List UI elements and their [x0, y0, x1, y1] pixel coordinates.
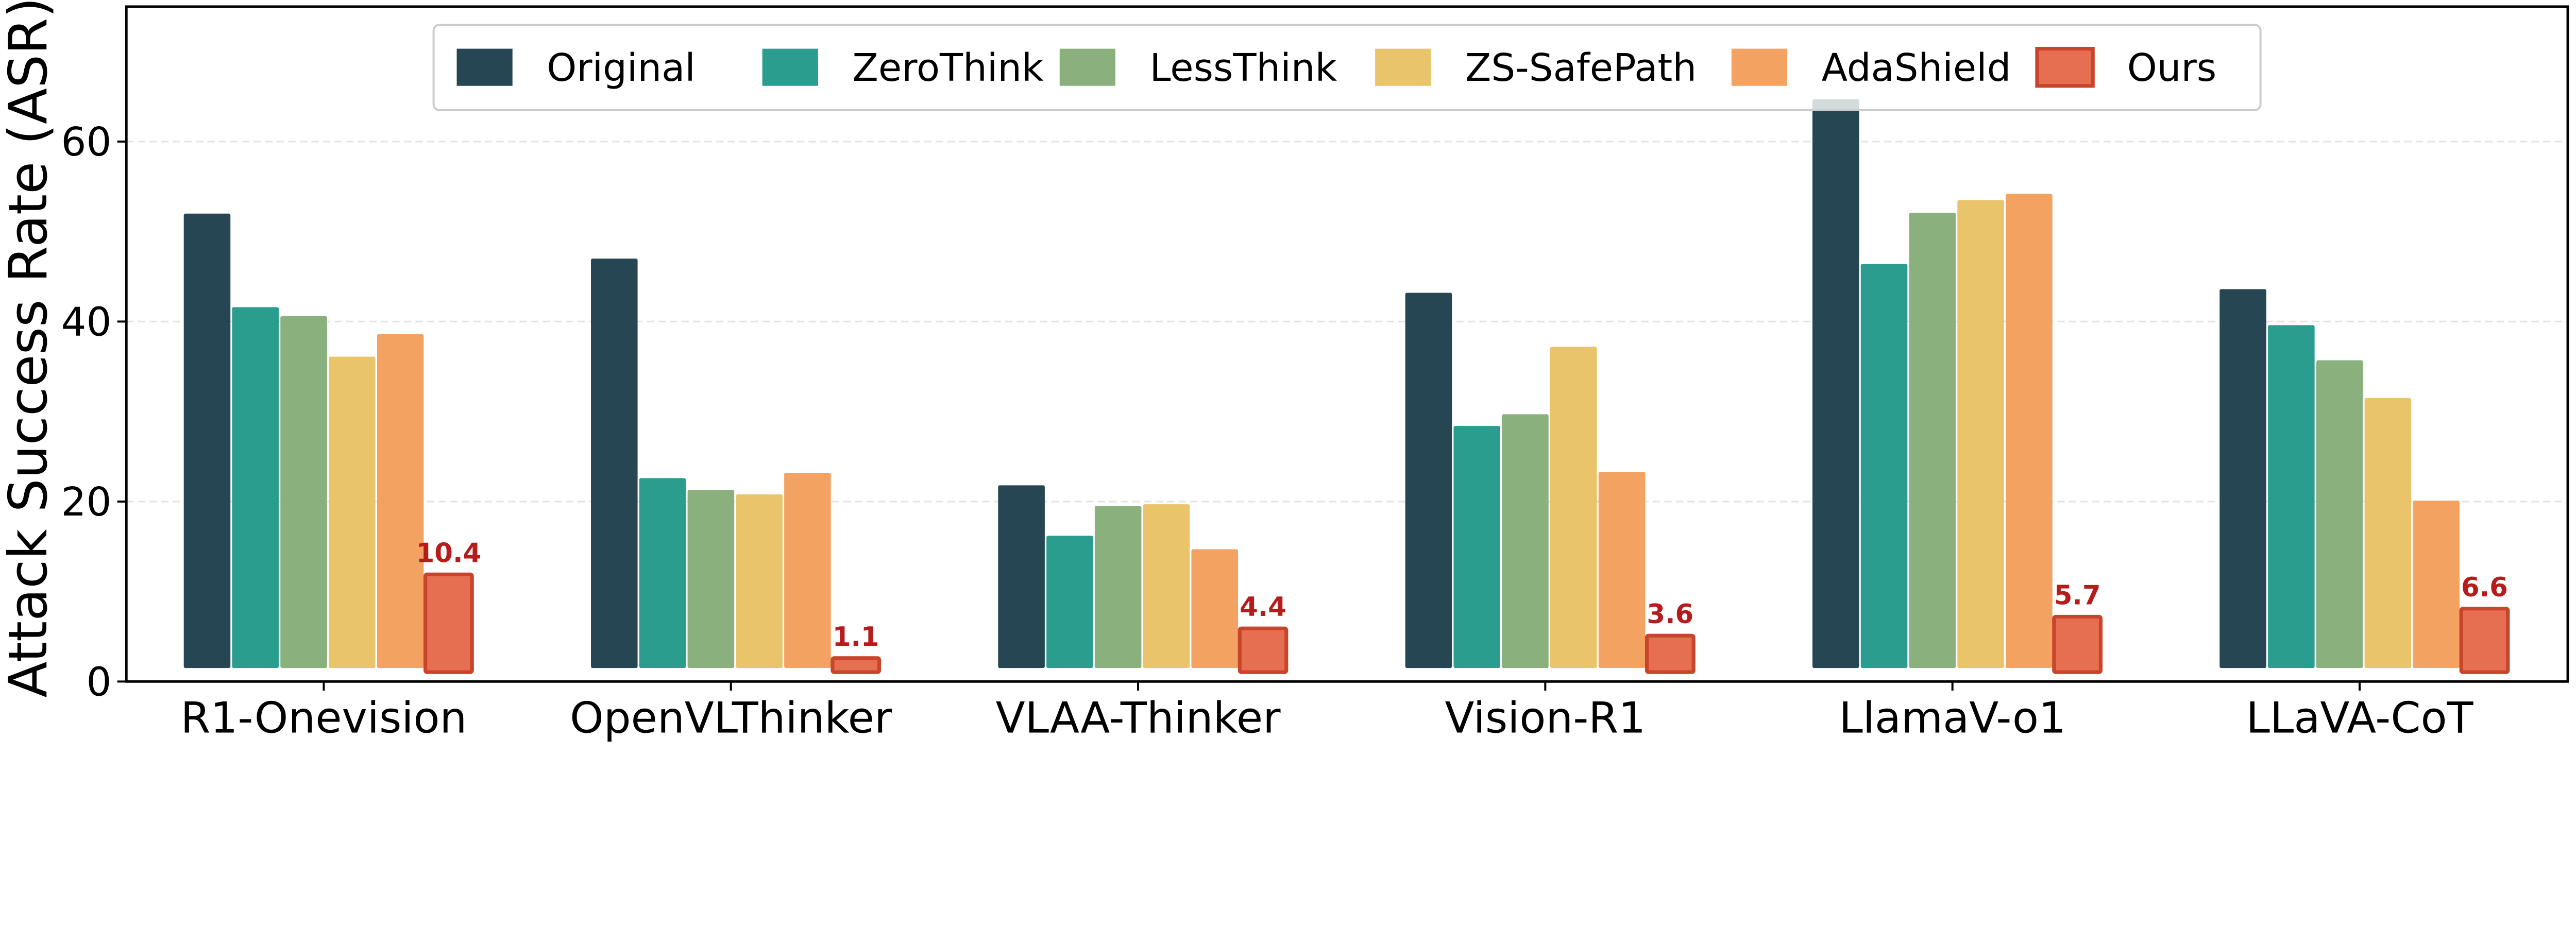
x-tick-label: LlamaV-o1: [1839, 693, 2066, 743]
legend-label: Ours: [2127, 46, 2217, 90]
bar-ours-vlaa-thinker: [1238, 626, 1289, 674]
bar-data-label: 5.7: [2054, 580, 2101, 611]
gridlines: [126, 141, 2568, 503]
legend-swatch-zs-safepath: [1375, 48, 1431, 86]
bar-zs-safepath-vision-r1: [1550, 347, 1597, 668]
legend-label: ZS-SafePath: [1465, 46, 1697, 90]
bar-ours-vision-r1: [1645, 633, 1696, 674]
x-tick-label: LLaVA-CoT: [2246, 693, 2473, 743]
bar-zerothink-llava-cot: [2268, 325, 2315, 668]
bar-adashield-llamav-o1: [2006, 194, 2053, 668]
plot-frame: [125, 5, 2569, 683]
bar-data-labels: 10.4 1.1 4.4 3.6 5.7 6.6: [416, 538, 2508, 653]
x-tick-label: Vision-R1: [1445, 693, 1646, 743]
bar-lessthink-vision-r1: [1502, 414, 1549, 668]
bar-original-llava-cot: [2219, 289, 2266, 668]
bar-adashield-vlaa-thinker: [1191, 549, 1239, 668]
bar-original-openvlthinker: [591, 259, 638, 668]
bar-lessthink-llava-cot: [2316, 360, 2363, 668]
legend: Original ZeroThink LessThink ZS-SafePath Ada…: [432, 24, 2262, 112]
bar-data-label: 6.6: [2461, 572, 2508, 603]
bar-adashield-r1-onevision: [377, 334, 424, 668]
y-tick-label: 20: [61, 479, 112, 525]
bar-zs-safepath-llamav-o1: [1957, 200, 2004, 668]
asr-bar-chart: 10.4 1.1 4.4 3.6 5.7 6.6 0 20 40 60 R1-Onevision…: [0, 0, 2569, 743]
legend-swatch-lessthink: [1059, 48, 1115, 86]
bars: [183, 99, 2510, 674]
bar-zs-safepath-openvlthinker: [736, 494, 783, 668]
legend-box: [432, 24, 2262, 112]
bar-zerothink-vlaa-thinker: [1046, 536, 1093, 668]
bar-zerothink-r1-onevision: [232, 307, 279, 668]
bar-original-llamav-o1: [1812, 99, 1859, 668]
bar-lessthink-r1-onevision: [280, 316, 327, 668]
bar-ours-llamav-o1: [2052, 614, 2103, 674]
legend-swatch-adashield: [1731, 48, 1788, 86]
x-tick-label: OpenVLThinker: [570, 693, 892, 743]
bar-zs-safepath-r1-onevision: [329, 356, 376, 668]
bar-ours-openvlthinker: [831, 656, 882, 674]
x-axis-ticks: R1-Onevision OpenVLThinker VLAA-Thinker Vis…: [180, 681, 2474, 743]
bar-adashield-llava-cot: [2413, 501, 2460, 668]
y-tick-label: 60: [61, 119, 112, 165]
legend-swatch-zerothink: [762, 48, 818, 86]
bar-original-r1-onevision: [183, 213, 231, 668]
legend-swatch-original: [456, 48, 513, 86]
bar-zerothink-openvlthinker: [639, 478, 686, 668]
legend-label: AdaShield: [1822, 46, 2011, 90]
bar-data-label: 10.4: [416, 538, 482, 569]
bar-data-label: 3.6: [1647, 599, 1693, 630]
bar-data-label: 1.1: [833, 622, 879, 653]
bar-original-vision-r1: [1405, 293, 1452, 668]
bar-lessthink-openvlthinker: [687, 490, 735, 668]
legend-swatch-ours: [2035, 46, 2095, 88]
bar-zs-safepath-vlaa-thinker: [1143, 504, 1190, 668]
bar-adashield-vision-r1: [1598, 472, 1646, 668]
bar-lessthink-llamav-o1: [1909, 212, 1956, 668]
bar-adashield-openvlthinker: [784, 472, 831, 668]
bar-zerothink-vision-r1: [1453, 426, 1500, 668]
bar-zs-safepath-llava-cot: [2364, 398, 2412, 668]
y-axis-label: Attack Success Rate (ASR) %: [0, 0, 59, 698]
bar-original-vlaa-thinker: [998, 485, 1045, 668]
x-tick-label: R1-Onevision: [180, 693, 467, 743]
x-tick-label: VLAA-Thinker: [996, 693, 1281, 743]
y-tick-label: 0: [86, 660, 111, 706]
bar-ours-llava-cot: [2459, 607, 2510, 674]
bar-lessthink-vlaa-thinker: [1094, 506, 1142, 668]
y-axis-ticks: 0 20 40 60: [61, 119, 127, 706]
legend-label: ZeroThink: [852, 46, 1044, 90]
bar-zerothink-llamav-o1: [1860, 264, 1908, 668]
bar-ours-r1-onevision: [423, 572, 474, 674]
y-tick-label: 40: [61, 300, 112, 346]
legend-label: Original: [547, 46, 696, 90]
legend-label: LessThink: [1149, 46, 1337, 90]
bar-data-label: 4.4: [1240, 592, 1286, 623]
